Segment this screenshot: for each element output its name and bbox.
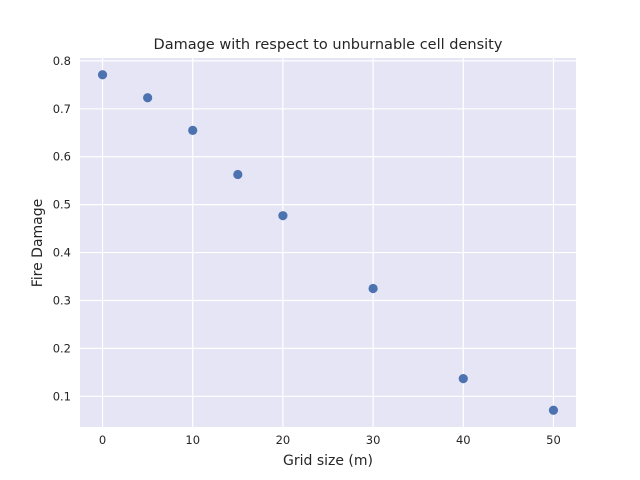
data-point	[368, 283, 378, 294]
x-axis-label: Grid size (m)	[283, 453, 373, 469]
plot-area	[80, 58, 576, 427]
x-tick-label: 30	[366, 433, 381, 447]
x-tick-label: 50	[546, 433, 561, 447]
x-tick-labels: 0 10 20 30 40 50	[99, 433, 561, 447]
grid-lines	[80, 58, 576, 427]
x-tick-label: 40	[456, 433, 471, 447]
y-tick-label: 0.6	[53, 150, 71, 164]
y-tick-label: 0.4	[53, 246, 71, 260]
data-point	[188, 125, 198, 135]
y-tick-label: 0.8	[53, 54, 71, 68]
y-tick-labels: 0.1 0.2 0.3 0.4 0.5 0.6 0.7 0.8	[53, 54, 71, 403]
y-tick-label: 0.2	[53, 341, 71, 355]
y-axis-label: Fire Damage	[30, 199, 46, 288]
y-tick-label: 0.3	[53, 293, 71, 307]
y-tick-label: 0.5	[53, 198, 71, 212]
data-point	[97, 70, 108, 80]
data-point	[548, 405, 559, 415]
y-tick-label: 0.1	[53, 389, 71, 403]
data-point	[458, 373, 468, 384]
data-point	[278, 211, 288, 221]
data-point	[233, 169, 243, 180]
data-point	[143, 93, 153, 103]
chart-title: Damage with respect to unburnable cell d…	[154, 37, 503, 53]
x-tick-label: 20	[276, 433, 291, 447]
x-tick-label: 0	[99, 433, 106, 447]
y-tick-label: 0.7	[53, 102, 71, 116]
data-points	[97, 70, 559, 415]
x-tick-label: 10	[185, 433, 200, 447]
